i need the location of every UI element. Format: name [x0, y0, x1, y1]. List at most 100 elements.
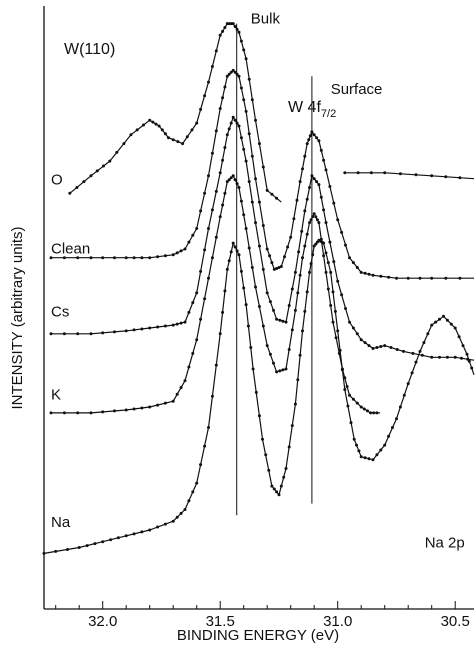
data-point [229, 70, 233, 74]
data-point [426, 332, 430, 336]
data-point [187, 365, 191, 369]
data-point [132, 328, 136, 332]
data-point [352, 437, 356, 441]
data-point [332, 260, 336, 264]
data-point [355, 266, 359, 269]
data-point [359, 338, 363, 342]
data-point [203, 191, 207, 195]
data-point [312, 133, 316, 137]
data-point [430, 174, 434, 178]
data-point [264, 453, 268, 457]
data-point [296, 378, 300, 382]
data-point [300, 229, 304, 233]
data-point [308, 186, 311, 189]
x-axis-label: BINDING ENERGY (eV) [177, 627, 339, 644]
data-point [268, 254, 272, 258]
data-point [210, 208, 214, 212]
data-point [210, 65, 214, 68]
data-point [324, 168, 328, 172]
data-point [329, 304, 333, 307]
data-point [298, 180, 302, 184]
data-point [430, 355, 434, 359]
data-point [115, 150, 119, 154]
data-point [438, 317, 441, 321]
data-point [460, 356, 463, 360]
data-point [244, 303, 248, 307]
data-point [82, 180, 86, 184]
data-point [329, 270, 333, 274]
data-point [275, 370, 279, 374]
data-point [290, 287, 294, 291]
data-point [458, 176, 462, 180]
data-point [406, 382, 410, 386]
data-point [187, 310, 191, 314]
data-point [221, 96, 225, 100]
data-point [333, 309, 337, 313]
data-point [218, 107, 222, 110]
annotation-surface: Surface [331, 81, 383, 98]
data-point [218, 171, 222, 175]
data-point [124, 408, 128, 412]
data-point [322, 158, 326, 162]
data-point [295, 198, 299, 202]
data-point [406, 276, 410, 280]
data-point [191, 301, 195, 305]
data-point [414, 173, 418, 177]
data-point [326, 261, 330, 265]
series-points-o-segment-2 [343, 171, 462, 180]
data-point [357, 449, 361, 453]
data-point [301, 329, 304, 333]
data-point [227, 259, 231, 263]
data-point [148, 528, 152, 532]
data-point [239, 86, 243, 90]
data-point [461, 344, 465, 348]
data-point [328, 185, 332, 188]
data-point [62, 256, 66, 260]
data-point [284, 467, 288, 470]
data-point [116, 536, 120, 540]
data-point [331, 320, 335, 324]
data-point [366, 409, 369, 413]
data-point [340, 368, 344, 372]
x-tick-label: 31.0 [323, 613, 352, 630]
data-point [254, 177, 257, 181]
data-point [231, 174, 235, 178]
data-point [247, 180, 251, 184]
data-point [362, 407, 366, 411]
data-point [265, 344, 269, 348]
data-point [207, 174, 210, 178]
data-point [231, 68, 235, 72]
data-point [244, 109, 248, 113]
data-point [257, 414, 261, 418]
data-point [434, 320, 438, 324]
data-point [383, 344, 387, 348]
data-point [351, 397, 355, 401]
data-point [275, 196, 279, 200]
data-point [308, 270, 311, 274]
data-point [359, 405, 363, 409]
data-point [281, 368, 285, 372]
data-point [389, 346, 393, 349]
series-line-k [51, 175, 380, 414]
data-point [183, 320, 187, 324]
data-point [332, 201, 336, 205]
data-point [140, 256, 144, 260]
data-point [402, 393, 406, 397]
data-point [101, 540, 105, 544]
data-point [89, 332, 93, 336]
data-point [326, 287, 330, 291]
data-point [237, 30, 241, 34]
series-points-cs [49, 115, 470, 361]
data-point [244, 159, 248, 163]
data-point [375, 453, 379, 457]
data-point [76, 411, 80, 415]
data-point [76, 256, 80, 260]
data-point [242, 213, 246, 217]
data-point [275, 317, 279, 321]
data-point [305, 290, 309, 294]
data-point [445, 355, 449, 359]
data-point [195, 338, 199, 342]
data-point [124, 256, 128, 260]
data-point [190, 128, 194, 132]
